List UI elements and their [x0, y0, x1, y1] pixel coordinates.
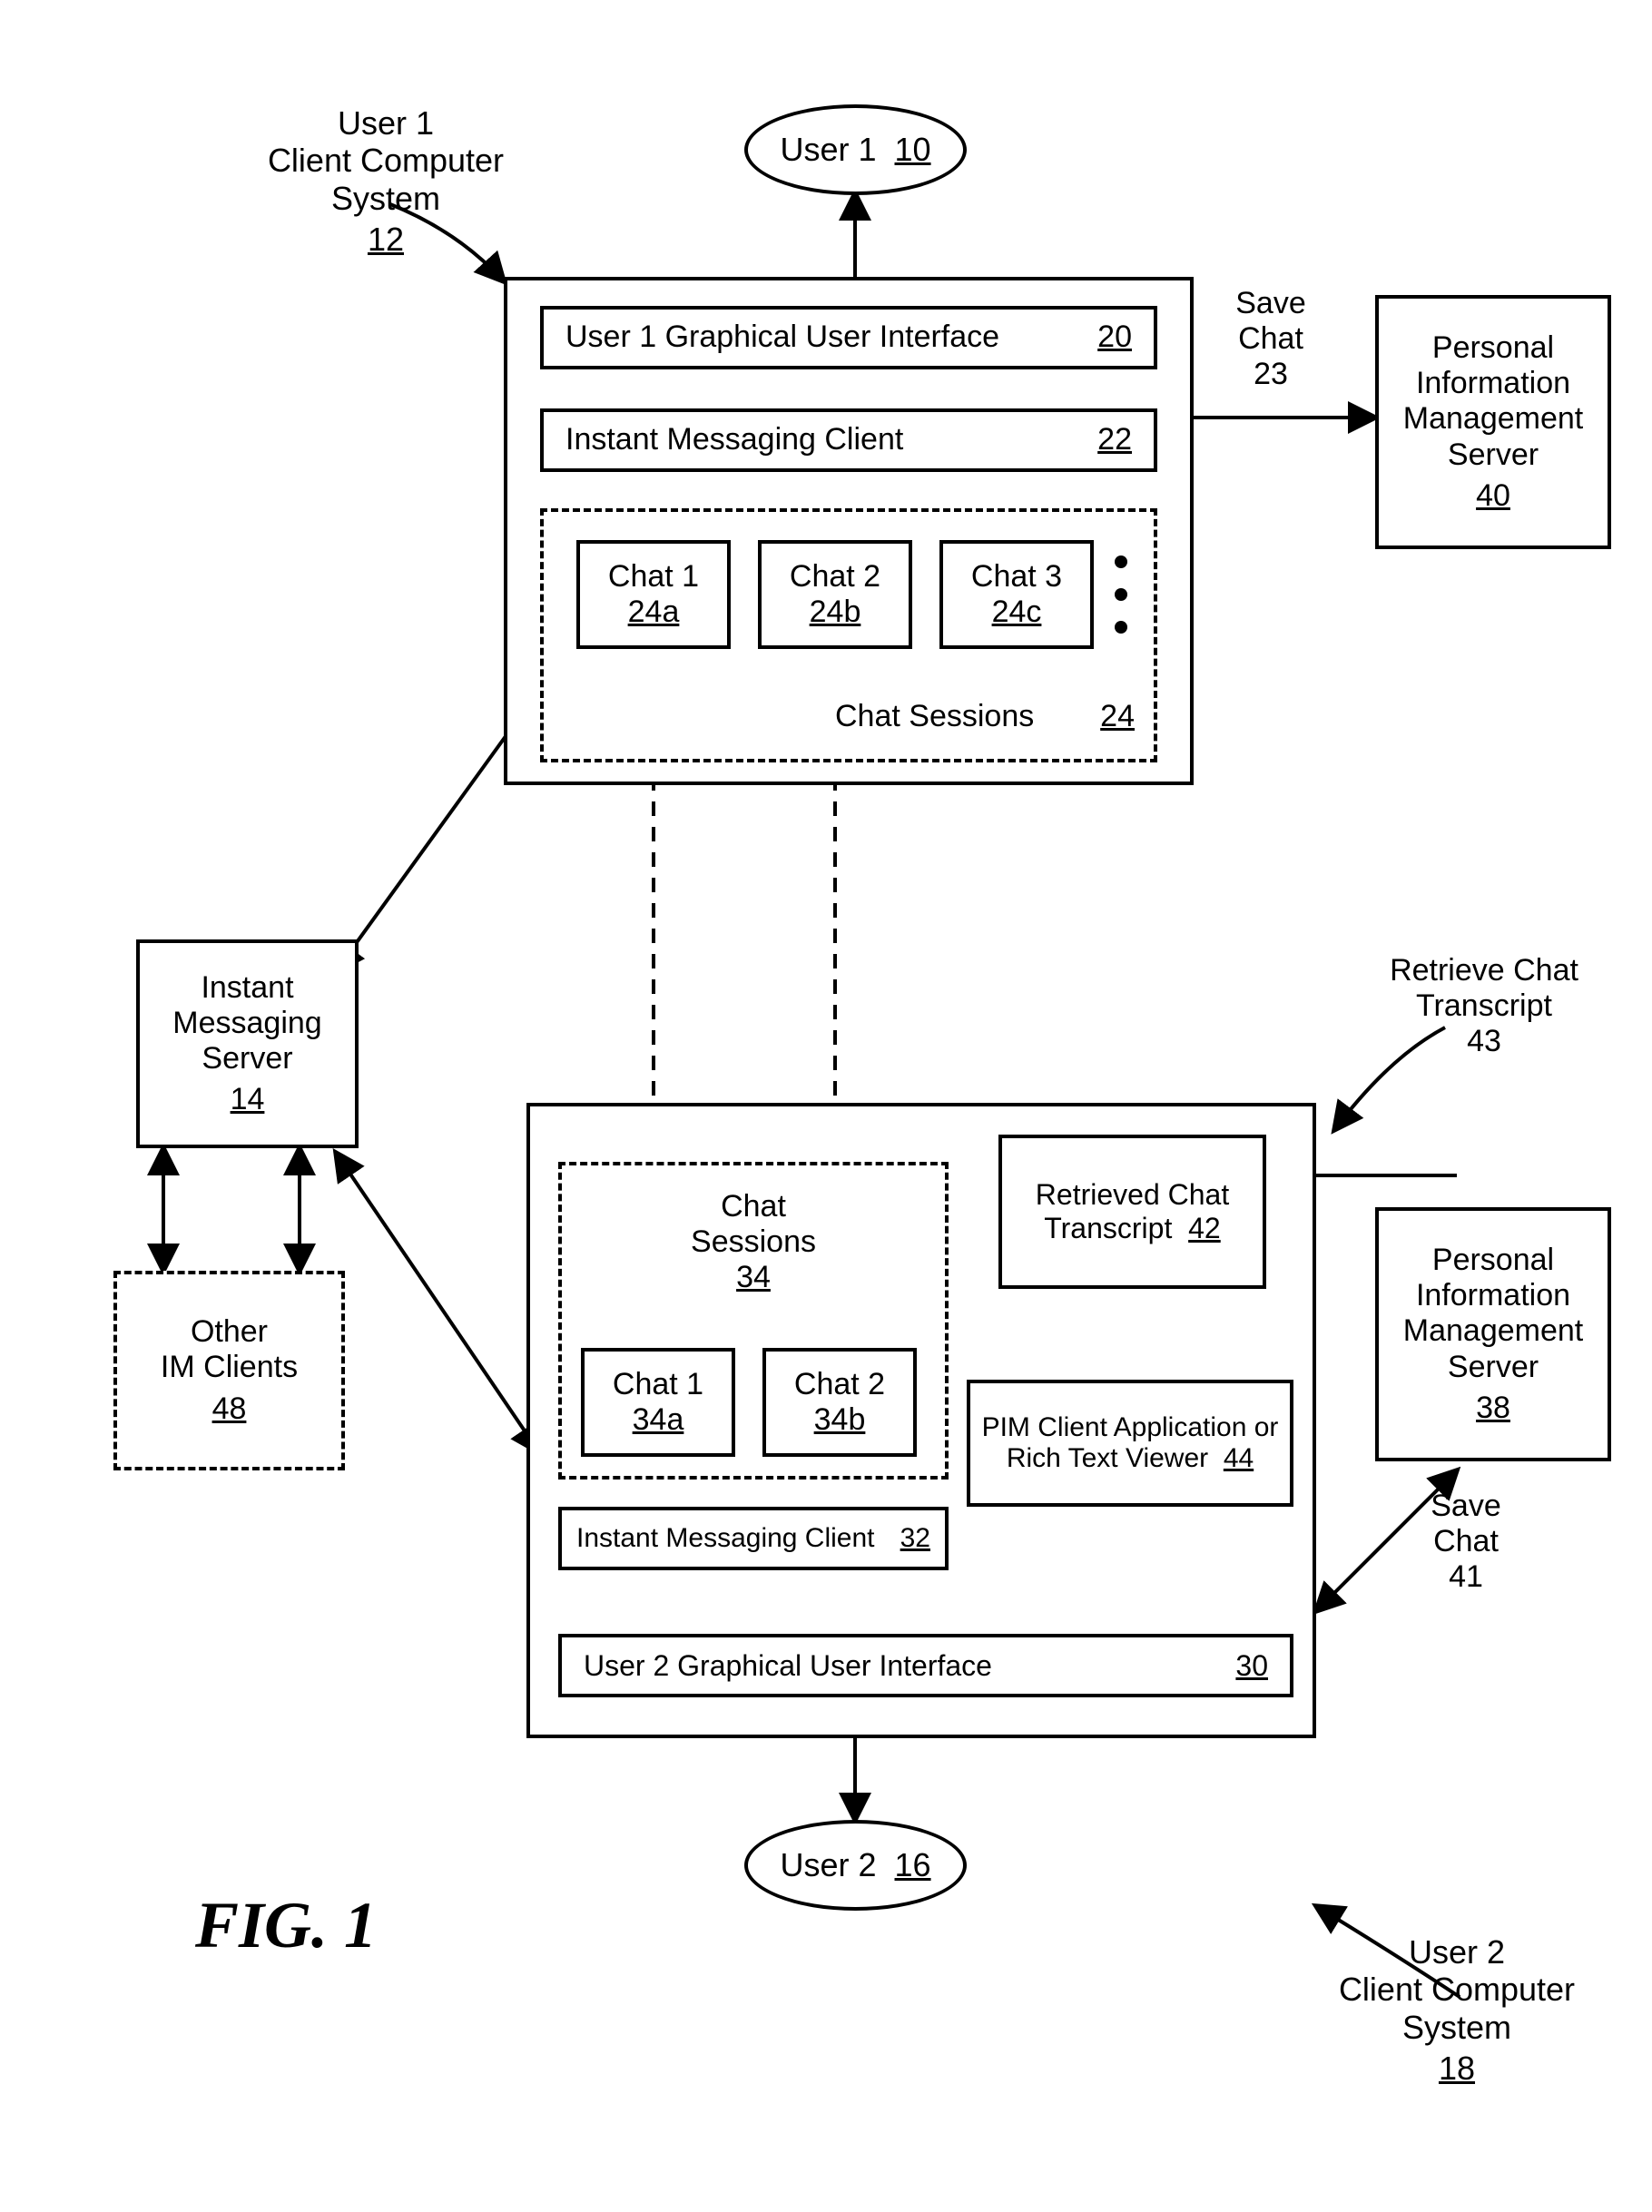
u2gui-text: User 2 Graphical User Interface — [584, 1649, 992, 1683]
u2c2-text: Chat 2 — [794, 1367, 885, 1402]
user1-system-line2: Client Computer System — [218, 142, 554, 217]
user2-sessions-label: Chat Sessions 34 — [654, 1189, 853, 1295]
user1-ellipse: User 1 10 — [744, 104, 967, 195]
user2-ellipse: User 2 16 — [744, 1820, 967, 1911]
pim40-ref: 40 — [1476, 478, 1510, 514]
save-chat-41-label: Save Chat 41 — [1402, 1489, 1529, 1595]
other-im-box: Other IM Clients 48 — [113, 1271, 345, 1470]
user1-imc-text: Instant Messaging Client — [565, 422, 903, 457]
sc41-ref: 41 — [1402, 1559, 1529, 1595]
user2-imc-box: Instant Messaging Client 32 — [558, 1507, 949, 1570]
sc41-l1: Save — [1402, 1489, 1529, 1524]
user1-chat3-text: Chat 3 — [971, 559, 1062, 595]
pim40-l4: Server — [1448, 437, 1539, 473]
u2imc-ref: 32 — [900, 1523, 930, 1555]
user1-chat3-ref: 24c — [992, 595, 1042, 630]
figure-label: FIG. 1 — [195, 1888, 377, 1963]
rc43-l2: Transcript — [1352, 988, 1616, 1024]
pim38-ref: 38 — [1476, 1391, 1510, 1426]
rc43-ref: 43 — [1352, 1024, 1616, 1059]
u2c2-ref: 34b — [814, 1402, 866, 1438]
rct-ref: 42 — [1188, 1212, 1221, 1244]
sc41-l2: Chat — [1402, 1524, 1529, 1559]
pim-server-38-box: Personal Information Management Server 3… — [1375, 1207, 1611, 1461]
pim-server-40-box: Personal Information Management Server 4… — [1375, 295, 1611, 549]
pimc-ref: 44 — [1224, 1443, 1254, 1473]
user1-system-label: User 1 Client Computer System 12 — [218, 104, 554, 259]
user1-chat1-ref: 24a — [628, 595, 680, 630]
im-server-box: Instant Messaging Server 14 — [136, 939, 359, 1148]
user1-chat1-box: Chat 1 24a — [576, 540, 731, 649]
user2-ref: 16 — [895, 1846, 931, 1884]
user1-sessions-ref: 24 — [1100, 699, 1135, 734]
user2-system-label: User 2 Client Computer System 18 — [1289, 1933, 1625, 2088]
imserver-l3: Server — [202, 1041, 292, 1077]
u2sys-l2: Client Computer System — [1289, 1971, 1625, 2046]
user2-gui-box: User 2 Graphical User Interface 30 — [558, 1634, 1293, 1697]
user1-gui-text: User 1 Graphical User Interface — [565, 320, 999, 355]
save-chat-23-l2: Chat — [1207, 321, 1334, 357]
imserver-l1: Instant — [201, 970, 293, 1006]
imserver-ref: 14 — [231, 1082, 265, 1117]
otherim-l1: Other — [191, 1314, 268, 1350]
imserver-l2: Messaging — [172, 1006, 321, 1041]
user2-text: User 2 — [780, 1846, 876, 1884]
pimc-l2: Rich Text Viewer — [1007, 1443, 1208, 1473]
user1-ref: 10 — [895, 131, 931, 169]
pim38-l1: Personal — [1432, 1243, 1554, 1278]
save-chat-23-ref: 23 — [1207, 357, 1334, 392]
user2-chat1-box: Chat 1 34a — [581, 1348, 735, 1457]
pim38-l3: Management — [1403, 1313, 1583, 1349]
user1-text: User 1 — [780, 131, 876, 169]
pim40-l2: Information — [1416, 366, 1570, 401]
user1-sessions-label: Chat Sessions 24 — [835, 699, 1135, 734]
pim38-l2: Information — [1416, 1278, 1570, 1313]
u2c1-ref: 34a — [633, 1402, 684, 1438]
save-chat-23-l1: Save — [1207, 286, 1334, 321]
u2sys-ref: 18 — [1289, 2050, 1625, 2087]
u2c1-text: Chat 1 — [613, 1367, 703, 1402]
u2sys-l1: User 2 — [1289, 1933, 1625, 1971]
ellipsis-dots — [1115, 555, 1127, 634]
user1-system-line1: User 1 — [218, 104, 554, 142]
pim40-l3: Management — [1403, 401, 1583, 437]
user1-imc-ref: 22 — [1097, 422, 1132, 457]
user1-chat2-ref: 24b — [810, 595, 861, 630]
retrieve-chat-43-label: Retrieve Chat Transcript 43 — [1352, 953, 1616, 1059]
u2s-ref: 34 — [654, 1260, 853, 1295]
user1-sessions-text: Chat Sessions — [835, 699, 1034, 734]
otherim-l2: IM Clients — [161, 1350, 298, 1385]
u2imc-text: Instant Messaging Client — [576, 1523, 875, 1555]
user1-chat2-text: Chat 2 — [790, 559, 880, 595]
user1-gui-box: User 1 Graphical User Interface 20 — [540, 306, 1157, 369]
u2s-l1: Chat — [654, 1189, 853, 1224]
otherim-ref: 48 — [212, 1391, 247, 1427]
user2-chat2-box: Chat 2 34b — [762, 1348, 917, 1457]
user1-chat3-box: Chat 3 24c — [939, 540, 1094, 649]
user1-chat1-text: Chat 1 — [608, 559, 699, 595]
user1-system-ref: 12 — [218, 221, 554, 258]
pim-client-box: PIM Client Application or Rich Text View… — [967, 1380, 1293, 1507]
u2gui-ref: 30 — [1235, 1649, 1268, 1683]
u2s-l2: Sessions — [654, 1224, 853, 1260]
user1-gui-ref: 20 — [1097, 320, 1132, 355]
rct-l1: Retrieved Chat — [1036, 1178, 1229, 1212]
retrieved-chat-box: Retrieved Chat Transcript 42 — [998, 1135, 1266, 1289]
pim40-l1: Personal — [1432, 330, 1554, 366]
pimc-l1: PIM Client Application or — [982, 1412, 1279, 1444]
pim38-l4: Server — [1448, 1350, 1539, 1385]
save-chat-23-label: Save Chat 23 — [1207, 286, 1334, 392]
rct-l2: Transcript — [1044, 1212, 1172, 1244]
user1-imc-box: Instant Messaging Client 22 — [540, 408, 1157, 472]
user1-chat2-box: Chat 2 24b — [758, 540, 912, 649]
rc43-l1: Retrieve Chat — [1352, 953, 1616, 988]
